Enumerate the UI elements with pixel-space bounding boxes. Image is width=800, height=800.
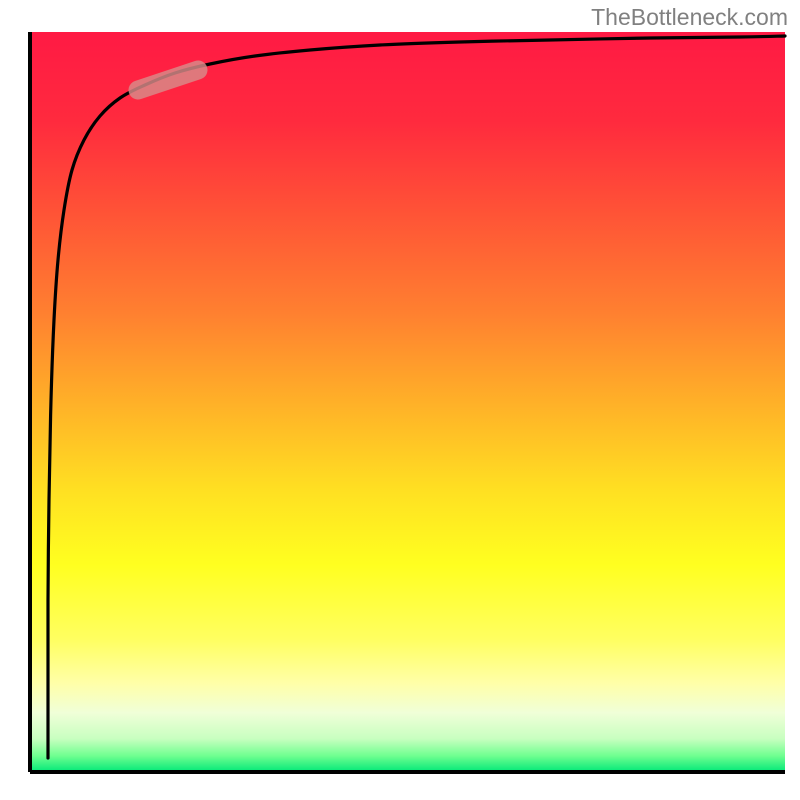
chart-container: TheBottleneck.com: [0, 0, 800, 800]
plot-background: [30, 32, 785, 772]
attribution-label: TheBottleneck.com: [591, 4, 788, 31]
bottleneck-chart: [0, 0, 800, 800]
